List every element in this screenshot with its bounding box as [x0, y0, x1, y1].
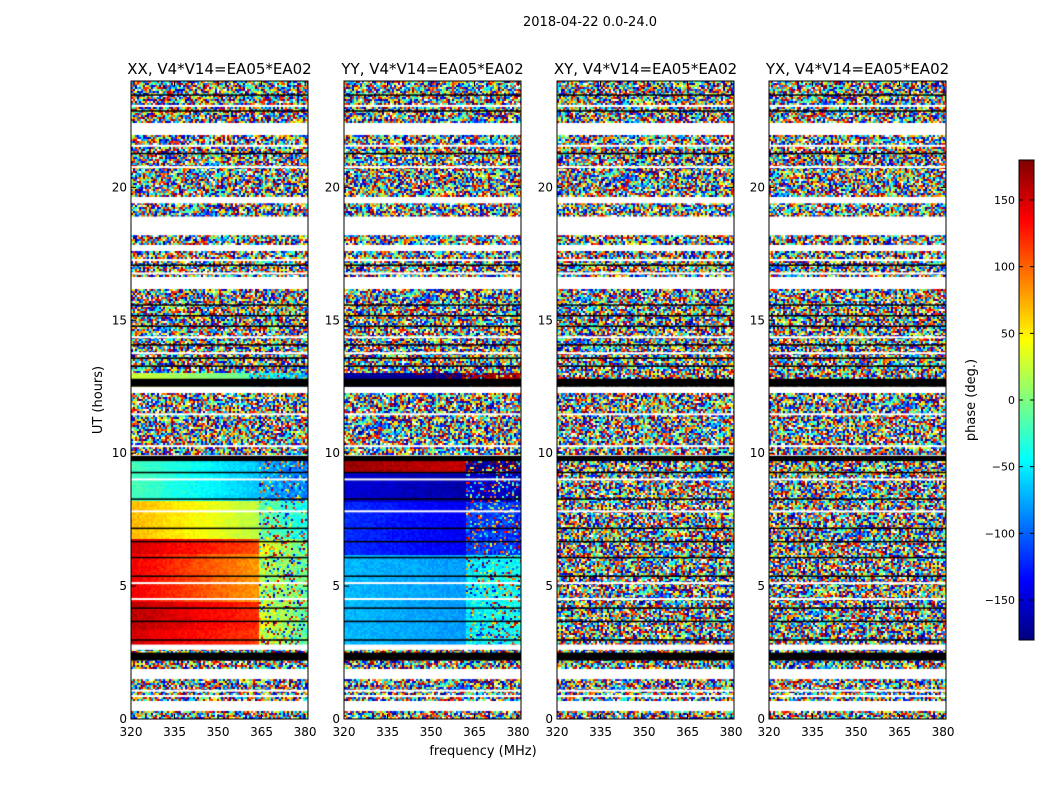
y-tick-label-0-4: 20 — [112, 180, 127, 194]
x-tick-label-1-3: 365 — [463, 725, 486, 739]
x-tick-label-2-3: 365 — [676, 725, 699, 739]
x-tick-label-0-2: 350 — [207, 725, 230, 739]
x-tick-label-3-4: 380 — [932, 725, 955, 739]
x-tick-label-1-1: 335 — [376, 725, 399, 739]
y-tick-label-1-1: 5 — [332, 579, 340, 593]
panel-0: XX, V4*V14=EA05*EA02 320 335 350 365 380 0 5 10 1… — [112, 60, 317, 739]
y-tick-label-0-0: 0 — [119, 712, 127, 726]
colorbar-tick-label-6: 150 — [994, 194, 1015, 207]
y-tick-label-2-0: 0 — [545, 712, 553, 726]
panel-3: YX, V4*V14=EA05*EA02 320 335 350 365 380 0 5 10 1… — [750, 60, 955, 739]
colorbar-tick-label-2: −50 — [992, 461, 1015, 474]
panel-frame-2 — [556, 80, 735, 720]
colorbar: −150 −100 −50 0 50 100 150 — [985, 159, 1035, 641]
y-tick-label-3-4: 20 — [750, 180, 765, 194]
x-tick-label-3-0: 320 — [758, 725, 781, 739]
panel-image-2 — [557, 81, 734, 719]
colorbar-tick-label-1: −100 — [985, 527, 1015, 540]
panel-image-1 — [344, 81, 521, 719]
x-tick-label-1-2: 350 — [420, 725, 443, 739]
panel-title-2: XY, V4*V14=EA05*EA02 — [554, 60, 737, 78]
x-tick-label-2-4: 380 — [720, 725, 743, 739]
x-axis-label: frequency (MHz) — [429, 744, 536, 759]
x-tick-label-3-3: 365 — [888, 725, 911, 739]
x-tick-label-2-1: 335 — [589, 725, 612, 739]
x-tick-label-2-0: 320 — [546, 725, 569, 739]
panel-title-0: XX, V4*V14=EA05*EA02 — [127, 60, 311, 78]
panel-title-1: YY, V4*V14=EA05*EA02 — [340, 60, 523, 78]
y-tick-label-0-1: 5 — [119, 579, 127, 593]
y-tick-label-2-1: 5 — [545, 579, 553, 593]
panel-title-3: YX, V4*V14=EA05*EA02 — [765, 60, 949, 78]
x-tick-label-0-3: 365 — [250, 725, 273, 739]
panel-frame-0 — [130, 80, 309, 720]
x-tick-label-3-2: 350 — [845, 725, 868, 739]
y-tick-label-3-3: 15 — [750, 313, 765, 327]
panel-frame-3 — [768, 80, 947, 720]
y-tick-label-2-3: 15 — [538, 313, 553, 327]
figure-suptitle: 2018-04-22 0.0-24.0 — [523, 15, 657, 30]
x-tick-label-2-2: 350 — [633, 725, 656, 739]
y-tick-label-1-0: 0 — [332, 712, 340, 726]
x-tick-label-3-1: 335 — [801, 725, 824, 739]
colorbar-label: phase (deg.) — [964, 359, 979, 441]
panel-frame-1 — [343, 80, 522, 720]
y-tick-label-0-2: 10 — [112, 446, 127, 460]
x-tick-label-0-4: 380 — [294, 725, 317, 739]
y-tick-label-1-2: 10 — [325, 446, 340, 460]
colorbar-tick-label-3: 0 — [1008, 394, 1015, 407]
y-tick-label-3-1: 5 — [757, 579, 765, 593]
y-tick-label-2-2: 10 — [538, 446, 553, 460]
y-tick-label-0-3: 15 — [112, 313, 127, 327]
x-tick-label-1-4: 380 — [507, 725, 530, 739]
panel-2: XY, V4*V14=EA05*EA02 320 335 350 365 380 0 5 10 1… — [538, 60, 743, 739]
panel-image-3 — [769, 81, 946, 719]
panel-1: YY, V4*V14=EA05*EA02 320 335 350 365 380 0 5 10 1… — [325, 60, 530, 739]
y-tick-label-3-0: 0 — [757, 712, 765, 726]
colorbar-tick-label-0: −150 — [985, 594, 1015, 607]
y-tick-label-1-3: 15 — [325, 313, 340, 327]
colorbar-tick-label-5: 100 — [994, 261, 1015, 274]
y-tick-label-2-4: 20 — [538, 180, 553, 194]
y-axis-label: UT (hours) — [91, 366, 106, 434]
colorbar-tick-label-4: 50 — [1001, 327, 1015, 340]
y-tick-label-3-2: 10 — [750, 446, 765, 460]
x-tick-label-1-0: 320 — [333, 725, 356, 739]
panels: XX, V4*V14=EA05*EA02 320 335 350 365 380 0 5 10 1… — [112, 60, 955, 739]
panel-image-0 — [131, 81, 308, 719]
x-tick-label-0-1: 335 — [163, 725, 186, 739]
x-tick-label-0-0: 320 — [120, 725, 143, 739]
y-tick-label-1-4: 20 — [325, 180, 340, 194]
